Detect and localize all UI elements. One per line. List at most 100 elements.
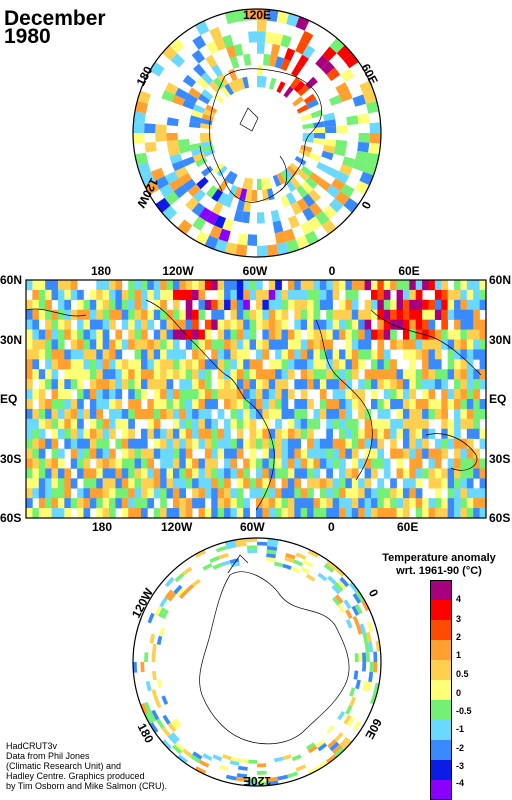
world-cell <box>26 280 33 291</box>
legend-swatch <box>430 740 452 761</box>
world-cell <box>166 319 174 330</box>
polar-cell <box>247 178 253 190</box>
world-cell <box>447 329 455 340</box>
world-cell <box>441 438 448 449</box>
world-cell <box>415 418 423 430</box>
world-cell <box>141 428 148 439</box>
world-cell <box>371 438 378 449</box>
world-cell <box>70 428 78 439</box>
world-cell <box>128 369 135 380</box>
polar-cell <box>265 557 276 562</box>
world-cell <box>109 359 116 370</box>
world-cell <box>256 498 263 509</box>
world-cell <box>268 359 276 370</box>
world-cell <box>460 359 468 370</box>
world-cell <box>454 339 461 350</box>
world-cell <box>185 438 193 449</box>
world-cell <box>409 339 417 350</box>
world-cell <box>96 399 103 410</box>
world-cell <box>57 468 65 479</box>
world-cell <box>358 339 365 350</box>
world-cell <box>160 488 167 499</box>
world-cell <box>153 369 161 380</box>
world-cell <box>262 458 270 469</box>
world-cell <box>422 438 429 449</box>
credits-line-3: (Climatic Research Unit) and <box>6 761 122 771</box>
world-cell <box>358 488 365 499</box>
world-cell <box>70 280 78 291</box>
polar-cell <box>337 711 346 721</box>
world-cell <box>402 508 410 519</box>
world-cell <box>364 379 372 390</box>
world-cell <box>109 379 116 390</box>
world-cell <box>204 379 212 390</box>
polar-cell <box>272 32 284 46</box>
world-cell <box>192 438 199 449</box>
world-cell <box>172 319 180 330</box>
world-cell <box>185 478 193 489</box>
world-cell <box>172 478 180 489</box>
polar-cell <box>217 192 229 205</box>
world-cell <box>45 280 52 291</box>
north-label-60e: 60E <box>358 61 380 86</box>
world-cell <box>345 438 353 449</box>
world-cell <box>402 478 410 489</box>
world-cell <box>32 438 40 449</box>
world-cell <box>32 289 40 301</box>
world-cell <box>236 428 244 439</box>
world-cell <box>402 299 410 311</box>
polar-cell <box>332 596 341 606</box>
world-cell <box>211 428 218 439</box>
world-cell <box>383 369 391 380</box>
world-cell <box>339 379 346 390</box>
world-cell <box>109 369 116 380</box>
world-cell <box>64 379 72 390</box>
world-cell <box>57 299 65 311</box>
world-cell <box>441 309 448 320</box>
world-cell <box>479 468 487 479</box>
world-cell <box>109 498 116 509</box>
world-cell <box>102 458 110 469</box>
world-cell <box>281 468 289 479</box>
world-cell <box>141 408 148 420</box>
world-cell <box>434 448 442 459</box>
world-cell <box>256 379 263 390</box>
polar-cell <box>300 144 313 153</box>
world-cell <box>409 359 417 370</box>
world-cell <box>460 280 468 291</box>
world-cell <box>326 289 333 301</box>
world-cell <box>83 448 91 459</box>
world-cell <box>198 379 206 390</box>
south-map-border <box>132 537 382 787</box>
world-cell <box>166 379 174 390</box>
world-cell <box>409 319 417 330</box>
world-cell <box>128 508 135 519</box>
world-cell <box>160 309 167 320</box>
world-cell <box>319 438 327 449</box>
polar-cell <box>242 177 249 190</box>
world-cell <box>415 438 423 449</box>
world-cell <box>128 289 135 301</box>
polar-cell <box>257 75 262 88</box>
world-cell <box>256 339 263 350</box>
world-cell <box>32 448 40 459</box>
polar-cell <box>346 115 359 126</box>
world-cell <box>96 498 103 509</box>
world-cell <box>179 438 187 449</box>
world-cell <box>160 399 167 410</box>
world-cell <box>479 508 487 519</box>
world-cell <box>230 399 238 410</box>
polar-cell <box>284 47 296 61</box>
world-cell <box>415 488 423 499</box>
world-cell <box>415 458 423 469</box>
world-cell <box>460 319 468 330</box>
world-cell <box>147 498 155 509</box>
polar-cell <box>236 773 248 779</box>
world-cell <box>447 289 455 301</box>
polar-cell <box>173 718 182 728</box>
world-cell <box>64 329 72 340</box>
world-cell <box>479 408 487 420</box>
world-cell <box>287 408 295 420</box>
world-cell <box>479 379 487 390</box>
world-cell <box>166 448 174 459</box>
